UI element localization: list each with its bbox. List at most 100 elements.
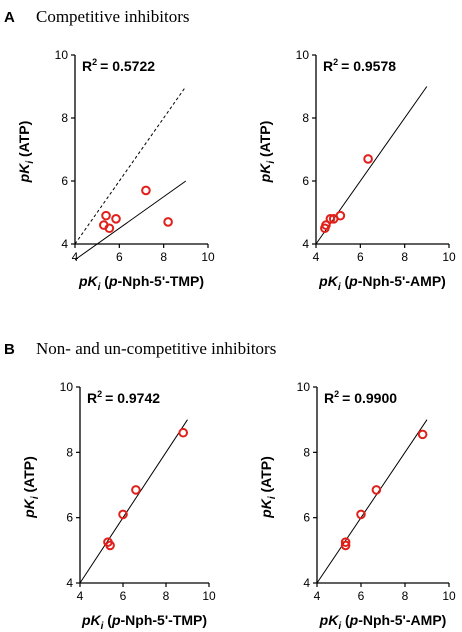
x-tick-label: 4 <box>313 250 320 264</box>
data-point <box>105 540 115 551</box>
r-squared-value: = 0.9742 <box>105 390 160 406</box>
x-tick-label: 4 <box>77 589 84 603</box>
y-tick-label: 4 <box>66 576 73 590</box>
y-axis-label-sub: i <box>266 161 277 164</box>
x-axis-label-paren: ( <box>341 273 350 289</box>
x-axis-label-compound: -Nph-5'-TMP) <box>121 612 208 628</box>
regression-line <box>74 180 187 261</box>
x-axis-label-sub: i <box>338 621 341 632</box>
y-tick-label: 10 <box>297 380 311 394</box>
panel-letter-b: B <box>4 341 15 358</box>
data-point <box>163 217 173 227</box>
data-point <box>111 214 121 224</box>
x-axis-label-pk: pK <box>78 273 99 289</box>
r-squared-value: = 0.9578 <box>341 58 396 74</box>
r-squared-label: R2 = 0.9900 <box>324 389 397 406</box>
data-point <box>104 223 115 234</box>
regression-line <box>315 86 428 245</box>
y-axis-label: pKi (ATP) <box>16 121 36 184</box>
y-axis-label: pKi (ATP) <box>257 121 277 184</box>
x-axis-label-paren: ( <box>341 612 350 628</box>
y-axis-label-rest: (ATP) <box>258 456 274 496</box>
x-tick-label: 10 <box>201 250 215 264</box>
x-axis-label: pKi (p-Nph-5'-AMP) <box>318 273 446 293</box>
data-point <box>340 540 351 551</box>
y-tick-label: 6 <box>66 511 73 525</box>
data-point <box>325 214 336 224</box>
y-axis-label: pKi (ATP) <box>258 456 278 519</box>
data-point <box>417 429 428 440</box>
y-tick-label: 6 <box>303 511 310 525</box>
x-tick-label: 8 <box>401 250 408 264</box>
regression-line <box>79 419 188 584</box>
data-point <box>356 509 366 520</box>
x-axis-label-paren: ( <box>100 273 109 289</box>
x-tick-label: 8 <box>163 589 170 603</box>
y-tick-label: 4 <box>302 237 309 251</box>
x-axis-label: pKi (p-Nph-5'-TMP) <box>78 273 204 293</box>
y-axis-label: pKi (ATP) <box>21 456 41 519</box>
data-point <box>101 210 111 221</box>
y-tick-label: 8 <box>302 111 309 125</box>
y-tick-label: 6 <box>61 174 68 188</box>
y-tick-label: 6 <box>302 174 309 188</box>
x-axis-label-sub: i <box>98 282 101 293</box>
x-tick-label: 10 <box>202 589 216 603</box>
x-axis-label-compound: -Nph-5'-AMP) <box>358 612 446 628</box>
x-tick-label: 10 <box>442 250 456 264</box>
y-tick-label: 8 <box>66 445 73 459</box>
y-axis-label-rest: (ATP) <box>21 456 37 496</box>
x-tick-label: 6 <box>357 250 364 264</box>
y-axis-label-pk: pK <box>21 498 37 519</box>
y-axis-label-pk: pK <box>258 498 274 519</box>
data-point <box>321 220 331 230</box>
x-axis-label: pKi (p-Nph-5'-TMP) <box>81 612 207 632</box>
r-squared-symbol: R <box>324 390 334 406</box>
r-squared-label: R2 = 0.9742 <box>87 389 160 406</box>
x-axis-label-prefix: p <box>111 612 121 628</box>
y-axis-label-rest: (ATP) <box>257 121 273 161</box>
r-squared-label: R2 = 0.9578 <box>323 57 396 74</box>
x-axis-label-paren: ( <box>103 612 112 628</box>
x-axis-label-sub: i <box>101 621 104 632</box>
identity-line <box>74 86 187 245</box>
r-squared-exponent: 2 <box>97 389 102 399</box>
y-axis-label-pk: pK <box>16 163 32 184</box>
panel-letter-a: A <box>4 9 15 26</box>
x-tick-label: 8 <box>402 589 409 603</box>
x-axis-label-sub: i <box>338 282 341 293</box>
data-point <box>118 509 128 520</box>
data-point <box>371 485 382 495</box>
y-tick-label: 10 <box>60 380 74 394</box>
x-tick-label: 8 <box>160 250 167 264</box>
y-axis-label-sub: i <box>30 496 41 499</box>
r-squared-exponent: 2 <box>333 57 338 67</box>
data-point <box>141 185 151 196</box>
regression-line <box>316 419 428 584</box>
x-tick-label: 4 <box>314 589 321 603</box>
y-tick-label: 10 <box>55 48 69 62</box>
x-axis-label-compound: -Nph-5'-TMP) <box>118 273 205 289</box>
data-point <box>340 537 351 547</box>
x-axis-label: pKi (p-Nph-5'-AMP) <box>319 612 447 632</box>
data-point <box>131 485 141 495</box>
x-axis-label-pk: pK <box>318 273 339 289</box>
r-squared-label: R2 = 0.5722 <box>82 57 155 74</box>
r-squared-symbol: R <box>87 390 97 406</box>
x-axis-label-pk: pK <box>319 612 340 628</box>
x-axis-label-compound: -Nph-5'-AMP) <box>358 273 446 289</box>
data-point <box>178 427 188 438</box>
x-axis-label-prefix: p <box>108 273 118 289</box>
section-title-a: Competitive inhibitors <box>36 7 189 26</box>
x-tick-label: 6 <box>116 250 123 264</box>
data-point <box>363 154 373 164</box>
y-axis-label-pk: pK <box>257 163 273 184</box>
y-tick-label: 4 <box>303 576 310 590</box>
x-axis-label-prefix: p <box>349 612 359 628</box>
x-axis-label-prefix: p <box>348 273 358 289</box>
y-axis-label-sub: i <box>267 496 278 499</box>
